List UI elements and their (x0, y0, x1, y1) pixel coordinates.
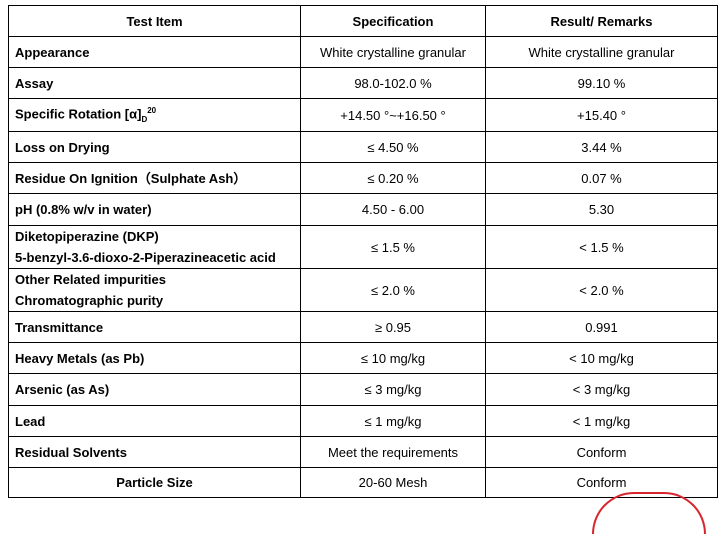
dkp-label-line2: 5-benzyl-3.6-dioxo-2-Piperazineacetic ac… (15, 250, 276, 265)
specification-cell: 4.50 - 6.00 (300, 193, 486, 226)
specific-rotation-label: Specific Rotation [α] (15, 106, 142, 122)
test-item-cell: Particle Size (8, 467, 301, 498)
related-impurities-label-line1: Other Related impurities (15, 272, 166, 287)
specification-cell: ≤ 3 mg/kg (300, 373, 486, 406)
table-row: pH (0.8% w/v in water) 4.50 - 6.00 5.30 (8, 193, 718, 226)
table-row: Residual Solvents Meet the requirements … (8, 436, 718, 468)
specification-cell: White crystalline granular (300, 36, 486, 68)
result-cell: 3.44 % (485, 131, 718, 163)
specification-cell: ≥ 0.95 (300, 311, 486, 343)
header-specification: Specification (300, 5, 486, 37)
test-item-cell: Residual Solvents (8, 436, 301, 468)
dkp-label-line1: Diketopiperazine (DKP) (15, 229, 159, 244)
result-cell: 99.10 % (485, 67, 718, 99)
test-item-cell: Specific Rotation [α]D20 (8, 98, 301, 132)
result-cell: 0.07 % (485, 162, 718, 194)
table-row: Transmittance ≥ 0.95 0.991 (8, 311, 718, 343)
specification-cell: 98.0-102.0 % (300, 67, 486, 99)
result-cell: < 1.5 % (485, 225, 718, 269)
test-item-cell: Diketopiperazine (DKP) 5-benzyl-3.6-diox… (8, 225, 301, 269)
specification-cell: 20-60 Mesh (300, 467, 486, 498)
test-item-cell: Arsenic (as As) (8, 373, 301, 406)
test-results-table: Test Item Specification Result/ Remarks … (8, 5, 718, 498)
test-item-cell: Residue On Ignition（Sulphate Ash） (8, 162, 301, 194)
table-row: Appearance White crystalline granular Wh… (8, 36, 718, 68)
specification-cell: ≤ 4.50 % (300, 131, 486, 163)
table-row: Diketopiperazine (DKP) 5-benzyl-3.6-diox… (8, 225, 718, 269)
header-test-item: Test Item (8, 5, 301, 37)
specification-cell: ≤ 1.5 % (300, 225, 486, 269)
test-item-cell: Transmittance (8, 311, 301, 343)
result-cell: < 10 mg/kg (485, 342, 718, 374)
header-result-remarks: Result/ Remarks (485, 5, 718, 37)
specification-cell: +14.50 °~+16.50 ° (300, 98, 486, 132)
specification-cell: ≤ 0.20 % (300, 162, 486, 194)
result-cell: < 3 mg/kg (485, 373, 718, 406)
company-stamp-edge (592, 492, 706, 534)
result-cell: 5.30 (485, 193, 718, 226)
certificate-of-analysis-sheet: Test Item Specification Result/ Remarks … (8, 5, 718, 534)
specification-cell: ≤ 1 mg/kg (300, 405, 486, 437)
specification-cell: ≤ 10 mg/kg (300, 342, 486, 374)
related-impurities-label-line2: Chromatographic purity (15, 293, 164, 308)
result-cell: White crystalline granular (485, 36, 718, 68)
result-cell: < 1 mg/kg (485, 405, 718, 437)
test-item-cell: Loss on Drying (8, 131, 301, 163)
table-row: Residue On Ignition（Sulphate Ash） ≤ 0.20… (8, 162, 718, 194)
table-row: Other Related impurities Chromatographic… (8, 268, 718, 312)
specific-rotation-superscript: 20 (147, 106, 157, 116)
specification-cell: ≤ 2.0 % (300, 268, 486, 312)
result-cell: +15.40 ° (485, 98, 718, 132)
table-row: Loss on Drying ≤ 4.50 % 3.44 % (8, 131, 718, 163)
table-row: Arsenic (as As) ≤ 3 mg/kg < 3 mg/kg (8, 373, 718, 406)
specific-rotation-subscript: D (141, 114, 148, 124)
table-header-row: Test Item Specification Result/ Remarks (8, 5, 718, 37)
table-row: Lead ≤ 1 mg/kg < 1 mg/kg (8, 405, 718, 437)
test-item-cell: Other Related impurities Chromatographic… (8, 268, 301, 312)
result-cell: Conform (485, 436, 718, 468)
specification-cell: Meet the requirements (300, 436, 486, 468)
result-cell: Conform (485, 467, 718, 498)
test-item-cell: Heavy Metals (as Pb) (8, 342, 301, 374)
table-row: Specific Rotation [α]D20 +14.50 °~+16.50… (8, 98, 718, 132)
table-row: Particle Size 20-60 Mesh Conform (8, 467, 718, 498)
test-item-cell: Appearance (8, 36, 301, 68)
table-row: Heavy Metals (as Pb) ≤ 10 mg/kg < 10 mg/… (8, 342, 718, 374)
result-cell: < 2.0 % (485, 268, 718, 312)
test-item-cell: Assay (8, 67, 301, 99)
test-item-cell: Lead (8, 405, 301, 437)
table-row: Assay 98.0-102.0 % 99.10 % (8, 67, 718, 99)
result-cell: 0.991 (485, 311, 718, 343)
test-item-cell: pH (0.8% w/v in water) (8, 193, 301, 226)
